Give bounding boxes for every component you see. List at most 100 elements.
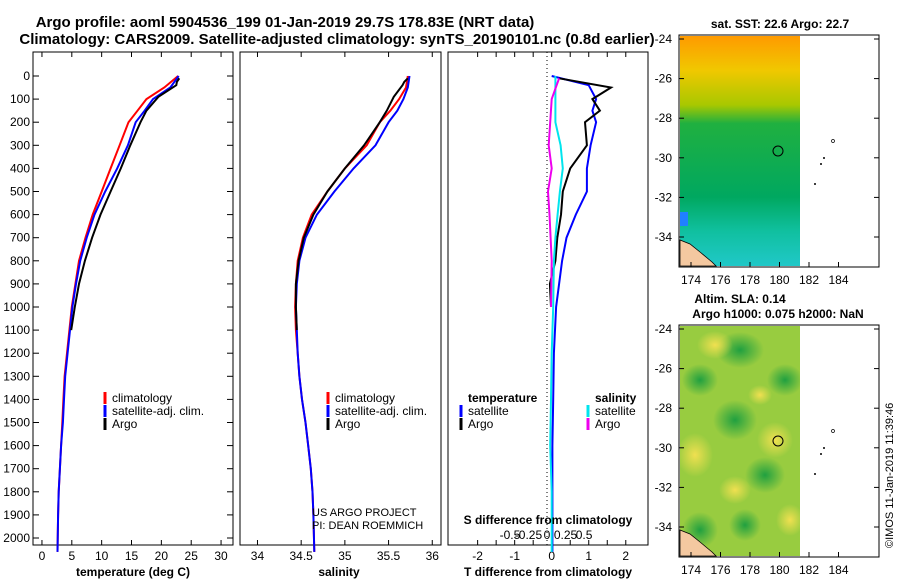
temperature-x-tick-label: 10 xyxy=(95,549,109,563)
map-lon-tick-label: 178 xyxy=(740,273,760,287)
sst-map: sat. SST: 22.6 Argo: 22.7 xyxy=(655,17,880,287)
temperature-x-tick-label: 20 xyxy=(155,549,169,563)
sla-coastline xyxy=(679,529,717,557)
depth-tick-label: 800 xyxy=(10,254,30,268)
map-lat-tick-label: -26 xyxy=(655,362,673,376)
sdiff-tick-label: 0.5 xyxy=(576,528,593,542)
map-lat-tick-label: -24 xyxy=(655,32,673,46)
s-difference-label: S difference from climatology xyxy=(464,513,633,527)
temperature-legend-satellite: satellite-adj. clim. xyxy=(112,404,204,418)
difference-plot-frame xyxy=(447,51,649,546)
sla-island-3 xyxy=(820,453,822,455)
tdiff-x-tick-label: 0.5 xyxy=(562,549,579,563)
temperature-x-tick-label: 5 xyxy=(68,549,75,563)
tdiff-x-tick-label: 1.5 xyxy=(599,549,616,563)
series-s-argo xyxy=(546,77,561,308)
depth-tick-label: 900 xyxy=(10,277,30,291)
legend-t-argo: Argo xyxy=(468,417,494,431)
sla-map-title2: Argo h1000: 0.075 h2000: NaN xyxy=(692,307,863,321)
legend-temperature-title: temperature xyxy=(468,391,538,405)
temperature-x-tick-label: 15 xyxy=(125,549,139,563)
sst-island-3 xyxy=(820,163,822,165)
temperature-axis-label: temperature (deg C) xyxy=(76,565,190,579)
depth-tick-label: 1600 xyxy=(3,439,30,453)
sla-pattern xyxy=(680,331,800,548)
salinity-panel: 34 34.5 35 35.5 36 salinity climatology sate… xyxy=(239,51,442,579)
sst-y-ticks: -24 -26 -28 -30 -32 -34 xyxy=(655,32,879,244)
depth-tick-label: 300 xyxy=(10,138,30,152)
imos-watermark: ©IMOS 11-Jan-2019 11:39:46 xyxy=(884,403,896,548)
map-lon-tick-label: 182 xyxy=(799,563,819,577)
sla-island-2 xyxy=(823,447,825,449)
depth-tick-label: 1100 xyxy=(4,323,30,337)
t-difference-x-ticks: -2 -1.5 -1 -0.5 0 0.5 1 1.5 2 xyxy=(472,52,629,563)
temperature-legend-argo: Argo xyxy=(112,417,138,431)
sla-y-ticks: -24 -26 -28 -30 -32 -34 xyxy=(655,322,879,534)
salinity-x-tick-label: 34.5 xyxy=(289,549,313,563)
tdiff-x-tick-label: -0.5 xyxy=(523,549,544,563)
salinity-plot-frame xyxy=(239,51,442,546)
difference-panel: -2 -1.5 -1 -0.5 0 0.5 1 1.5 2 -0.5-0.25 0 0.250.5 … xyxy=(447,51,649,579)
salinity-x-ticks: 34 34.5 35 35.5 36 xyxy=(251,52,439,563)
sst-argo-marker xyxy=(772,145,784,157)
depth-tick-label: 2000 xyxy=(3,531,30,545)
map-lon-tick-label: 176 xyxy=(710,563,730,577)
tdiff-x-tick-label: 1 xyxy=(585,549,592,563)
t-difference-label: T difference from climatology xyxy=(464,565,632,579)
salinity-axis-label: salinity xyxy=(318,565,360,579)
series-t-argo xyxy=(548,77,614,308)
tdiff-x-tick-label: 2 xyxy=(622,549,629,563)
salinity-legend-satellite: satellite-adj. clim. xyxy=(335,404,427,418)
depth-tick-label: 1800 xyxy=(3,485,30,499)
salinity-x-tick-label: 35.5 xyxy=(377,549,401,563)
sla-x-ticks: 174 176 178 180 182 184 xyxy=(681,552,849,577)
sdiff-tick-label: 0.25 xyxy=(554,528,578,542)
tdiff-x-tick-label: 0 xyxy=(548,549,555,563)
temperature-x-tick-label: 0 xyxy=(39,549,46,563)
series-s-satellite xyxy=(549,76,564,552)
depth-tick-label: 700 xyxy=(10,231,30,245)
map-lat-tick-label: -30 xyxy=(655,151,673,165)
temperature-legend-climatology: climatology xyxy=(112,391,172,405)
sla-argo-marker xyxy=(772,435,784,447)
depth-tick-label: 500 xyxy=(10,185,30,199)
sst-island-1 xyxy=(831,139,835,143)
figure-title-line2: Climatology: CARS2009. Satellite-adjuste… xyxy=(19,31,654,48)
map-lon-tick-label: 174 xyxy=(681,273,701,287)
depth-tick-label: 1900 xyxy=(3,508,30,522)
figure-title-line1: Argo profile: aoml 5904536_199 01-Jan-20… xyxy=(36,14,535,31)
depth-tick-label: 600 xyxy=(10,208,30,222)
sla-island-1 xyxy=(831,429,835,433)
tdiff-x-tick-label: -1 xyxy=(509,549,520,563)
sla-island-4 xyxy=(814,473,816,475)
map-lat-tick-label: -28 xyxy=(655,401,673,415)
map-lon-tick-label: 184 xyxy=(828,273,848,287)
depth-tick-label: 1300 xyxy=(3,369,30,383)
depth-tick-label: 1200 xyxy=(3,346,30,360)
sst-map-title: sat. SST: 22.6 Argo: 22.7 xyxy=(711,17,850,31)
legend-s-satellite: satellite xyxy=(595,404,636,418)
map-lon-tick-label: 180 xyxy=(769,273,789,287)
temperature-x-ticks: 0 5 10 15 20 25 30 xyxy=(39,52,228,563)
map-lon-tick-label: 180 xyxy=(769,563,789,577)
salinity-legend-argo: Argo xyxy=(335,417,361,431)
map-lat-tick-label: -24 xyxy=(655,322,673,336)
s-difference-top-ticks: -0.5-0.25 0 0.250.5 xyxy=(500,528,593,542)
depth-tick-label: 0 xyxy=(23,69,30,83)
salinity-legend: climatology satellite-adj. clim. Argo xyxy=(326,391,427,431)
map-lon-tick-label: 184 xyxy=(828,563,848,577)
depth-tick-label: 1500 xyxy=(3,416,30,430)
sdiff-tick-label: -0.5 xyxy=(500,528,521,542)
depth-tick-label: 100 xyxy=(10,92,30,106)
temperature-legend: climatology satellite-adj. clim. Argo xyxy=(103,391,204,431)
map-lat-tick-label: -34 xyxy=(655,230,673,244)
sdiff-tick-label: -0.25 xyxy=(515,528,543,542)
map-lat-tick-label: -30 xyxy=(655,441,673,455)
map-lat-tick-label: -28 xyxy=(655,111,673,125)
map-lat-tick-label: -26 xyxy=(655,72,673,86)
legend-salinity-title: salinity xyxy=(595,391,637,405)
credit-pi: PI: DEAN ROEMMICH xyxy=(312,520,423,532)
map-lat-tick-label: -32 xyxy=(655,480,673,494)
depth-tick-label: 1000 xyxy=(3,300,30,314)
